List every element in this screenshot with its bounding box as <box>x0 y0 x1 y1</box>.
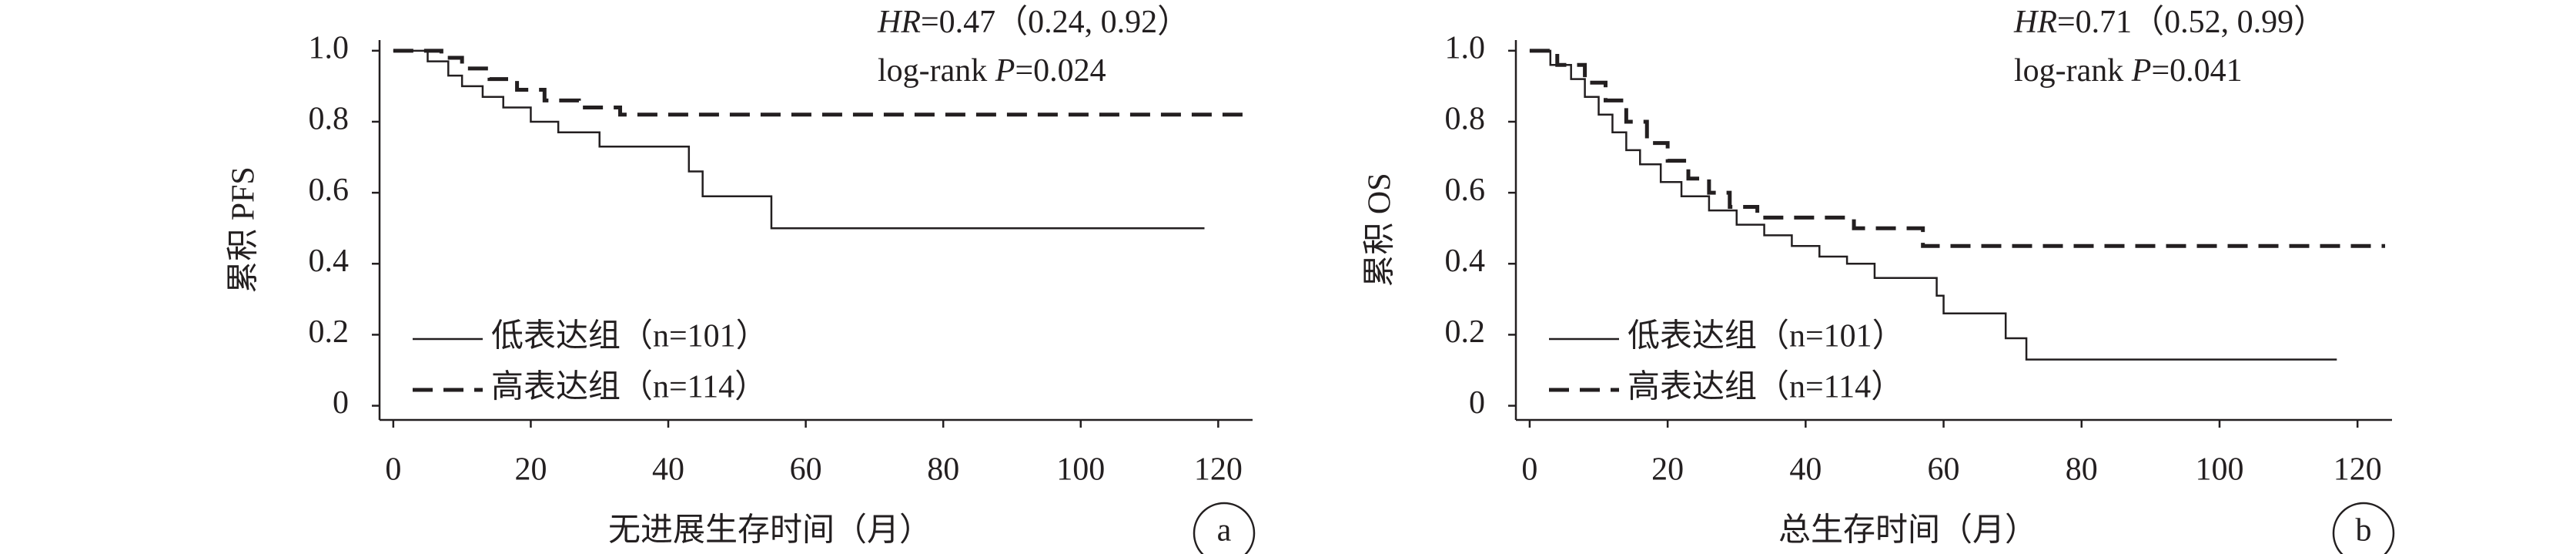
y-tick-label: 0.8 <box>309 102 350 137</box>
y-tick-label: 1.0 <box>1445 30 1486 65</box>
panel-circle <box>2332 502 2395 554</box>
legend-label: 低表达组（n=101） <box>491 319 768 354</box>
annotation-part: P <box>2131 53 2152 89</box>
x-tick-label: 0 <box>385 452 401 488</box>
y-tick-label: 1.0 <box>309 30 350 65</box>
annotation-part: HR <box>877 5 921 40</box>
y-tick-label: 0.4 <box>1445 243 1486 279</box>
y-tick-label: 0.4 <box>309 243 350 279</box>
annotation-part: =0.47（0.24, 0.92） <box>921 5 1189 40</box>
panel-label: a <box>1217 513 1232 549</box>
annotation: log-rank P=0.041 <box>2014 53 2243 89</box>
annotation-part: =0.041 <box>2151 53 2242 89</box>
x-tick-label: 100 <box>2195 452 2243 488</box>
x-tick-label: 80 <box>927 452 959 488</box>
panel-label: b <box>2356 513 2372 549</box>
y-tick-label: 0.6 <box>309 173 350 208</box>
survival-curve <box>393 49 1205 230</box>
legend-label: 低表达组（n=101） <box>1628 319 1905 354</box>
x-tick-label: 120 <box>2333 452 2382 488</box>
survival-curve <box>1529 49 2386 248</box>
survival-curve <box>1529 49 2337 361</box>
x-tick-label: 100 <box>1056 452 1105 488</box>
survival-curve <box>393 49 1246 117</box>
x-tick-label: 60 <box>1928 452 1960 488</box>
y-tick-label: 0 <box>1469 385 1485 421</box>
annotation: HR=0.47（0.24, 0.92） <box>877 5 1189 40</box>
y-tick-label: 0.8 <box>1445 102 1486 137</box>
x-axis-label: 总生存时间（月） <box>1778 513 2037 549</box>
x-tick-label: 80 <box>2066 452 2098 488</box>
x-tick-label: 40 <box>652 452 684 488</box>
annotation-part: log-rank <box>2014 53 2132 89</box>
annotation-part: log-rank <box>878 53 995 89</box>
x-tick-label: 20 <box>1651 452 1684 488</box>
x-tick-label: 20 <box>514 452 547 488</box>
legend-label: 高表达组（n=114） <box>1628 370 1903 405</box>
annotation: HR=0.71（0.52, 0.99） <box>2013 5 2326 40</box>
y-tick-label: 0.2 <box>1445 314 1486 350</box>
y-tick-label: 0 <box>333 385 349 421</box>
x-tick-label: 40 <box>1789 452 1822 488</box>
y-tick-label: 0.2 <box>309 314 350 350</box>
panel-circle <box>1193 502 1256 554</box>
annotation-part: =0.024 <box>1015 53 1106 89</box>
y-tick-label: 0.6 <box>1445 173 1486 208</box>
legend-label: 高表达组（n=114） <box>491 370 767 405</box>
y-axis-label: 累积 OS <box>1363 173 1398 287</box>
x-tick-label: 60 <box>790 452 822 488</box>
annotation: log-rank P=0.024 <box>878 53 1106 89</box>
annotation-part: P <box>995 53 1015 89</box>
y-axis-label: 累积 PFS <box>226 166 262 294</box>
x-tick-label: 0 <box>1521 452 1537 488</box>
annotation-part: HR <box>2013 5 2057 40</box>
annotation-part: =0.71（0.52, 0.99） <box>2057 5 2326 40</box>
x-tick-label: 120 <box>1194 452 1243 488</box>
x-axis-label: 无进展生存时间（月） <box>608 513 932 549</box>
